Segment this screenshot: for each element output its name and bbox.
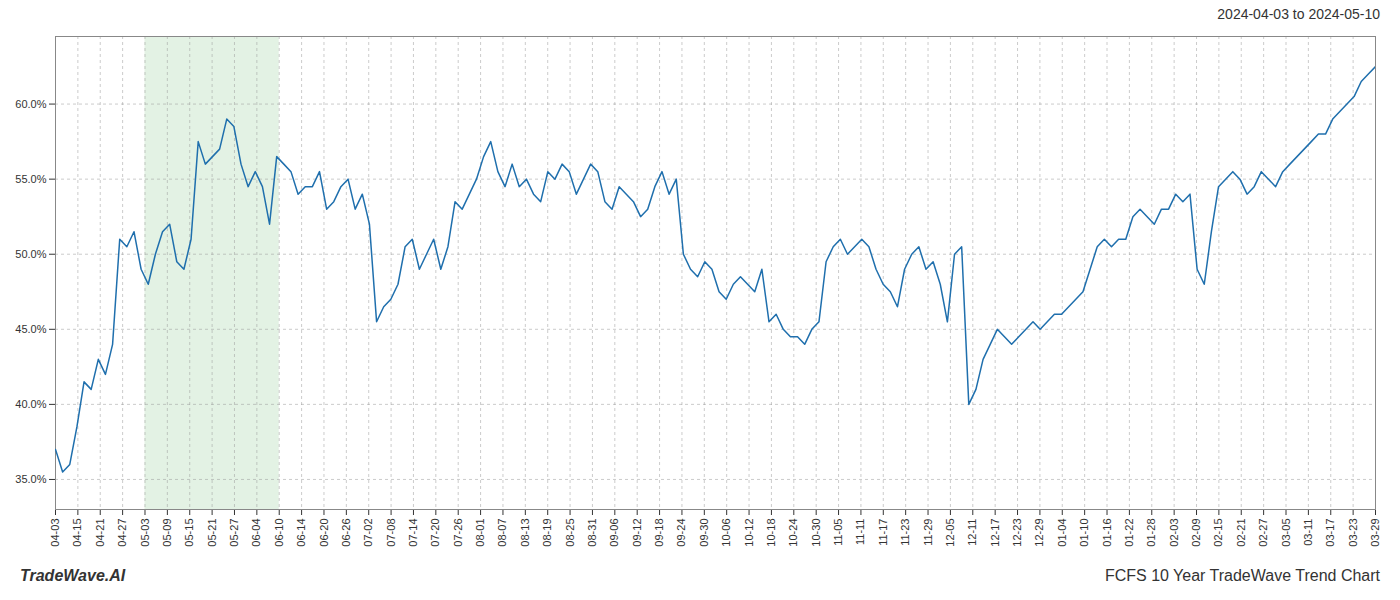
svg-text:04-21: 04-21 <box>94 519 106 547</box>
svg-text:03-05: 03-05 <box>1280 519 1292 547</box>
svg-text:08-19: 08-19 <box>541 519 553 547</box>
html-text:2024-04-03 to 2024-05-10: 2024-04-03 to 2024-05-10 <box>1217 6 1380 22</box>
svg-text:08-25: 08-25 <box>564 519 576 547</box>
svg-text:12-11: 12-11 <box>966 519 978 546</box>
svg-text:05-15: 05-15 <box>183 519 195 547</box>
svg-text:02-21: 02-21 <box>1235 519 1247 547</box>
svg-text:12-05: 12-05 <box>944 519 956 547</box>
svg-text:11-17: 11-17 <box>877 519 889 546</box>
svg-text:04-15: 04-15 <box>71 519 83 547</box>
svg-text:12-29: 12-29 <box>1033 519 1045 547</box>
svg-text:03-11: 03-11 <box>1302 519 1314 546</box>
svg-text:04-27: 04-27 <box>116 519 128 547</box>
svg-text:01-04: 01-04 <box>1056 519 1068 547</box>
svg-text:12-23: 12-23 <box>1011 519 1023 547</box>
svg-text:01-10: 01-10 <box>1078 519 1090 547</box>
svg-text:50.0%: 50.0% <box>15 248 46 260</box>
svg-text:10-18: 10-18 <box>765 519 777 547</box>
svg-text:07-20: 07-20 <box>429 519 441 547</box>
svg-text:03-29: 03-29 <box>1369 519 1381 547</box>
svg-text:12-17: 12-17 <box>989 519 1001 547</box>
svg-text:08-07: 08-07 <box>496 519 508 547</box>
svg-text:11-23: 11-23 <box>899 519 911 546</box>
html-text:TradeWave.AI: TradeWave.AI <box>20 567 126 584</box>
svg-text:06-14: 06-14 <box>295 519 307 547</box>
svg-text:07-14: 07-14 <box>407 519 419 547</box>
svg-text:10-06: 10-06 <box>720 519 732 547</box>
svg-text:11-05: 11-05 <box>832 519 844 546</box>
svg-text:10-24: 10-24 <box>787 519 799 547</box>
svg-text:05-27: 05-27 <box>228 519 240 547</box>
svg-text:02-27: 02-27 <box>1257 519 1269 547</box>
svg-text:11-11: 11-11 <box>854 519 866 546</box>
svg-text:04-03: 04-03 <box>49 519 61 547</box>
svg-text:11-29: 11-29 <box>922 519 934 546</box>
svg-text:06-04: 06-04 <box>250 519 262 547</box>
svg-text:03-17: 03-17 <box>1324 519 1336 547</box>
svg-text:08-31: 08-31 <box>586 519 598 547</box>
svg-text:08-13: 08-13 <box>519 519 531 547</box>
svg-text:09-06: 09-06 <box>608 519 620 547</box>
svg-text:06-20: 06-20 <box>317 519 329 547</box>
svg-text:60.0%: 60.0% <box>15 98 46 110</box>
svg-text:07-02: 07-02 <box>362 519 374 547</box>
svg-text:09-24: 09-24 <box>675 519 687 547</box>
svg-text:35.0%: 35.0% <box>15 473 46 485</box>
svg-text:06-10: 06-10 <box>273 519 285 547</box>
svg-text:10-30: 10-30 <box>810 519 822 547</box>
svg-text:55.0%: 55.0% <box>15 173 46 185</box>
svg-text:09-12: 09-12 <box>631 519 643 547</box>
svg-text:07-08: 07-08 <box>385 519 397 547</box>
svg-text:07-26: 07-26 <box>452 519 464 547</box>
svg-text:01-16: 01-16 <box>1101 519 1113 547</box>
svg-text:10-12: 10-12 <box>743 519 755 547</box>
svg-text:05-09: 05-09 <box>161 519 173 547</box>
svg-text:08-01: 08-01 <box>474 519 486 547</box>
svg-text:06-26: 06-26 <box>340 519 352 547</box>
svg-text:01-28: 01-28 <box>1145 519 1157 547</box>
svg-text:02-15: 02-15 <box>1212 519 1224 547</box>
svg-text:03-23: 03-23 <box>1347 519 1359 547</box>
svg-text:45.0%: 45.0% <box>15 323 46 335</box>
html-text:FCFS 10 Year TradeWave Trend C: FCFS 10 Year TradeWave Trend Chart <box>1104 567 1380 584</box>
svg-text:40.0%: 40.0% <box>15 398 46 410</box>
svg-text:09-30: 09-30 <box>698 519 710 547</box>
svg-text:02-09: 02-09 <box>1190 519 1202 547</box>
svg-text:09-18: 09-18 <box>653 519 665 547</box>
svg-text:01-22: 01-22 <box>1123 519 1135 547</box>
svg-text:05-21: 05-21 <box>206 519 218 547</box>
svg-text:05-03: 05-03 <box>139 519 151 547</box>
svg-text:02-03: 02-03 <box>1168 519 1180 547</box>
